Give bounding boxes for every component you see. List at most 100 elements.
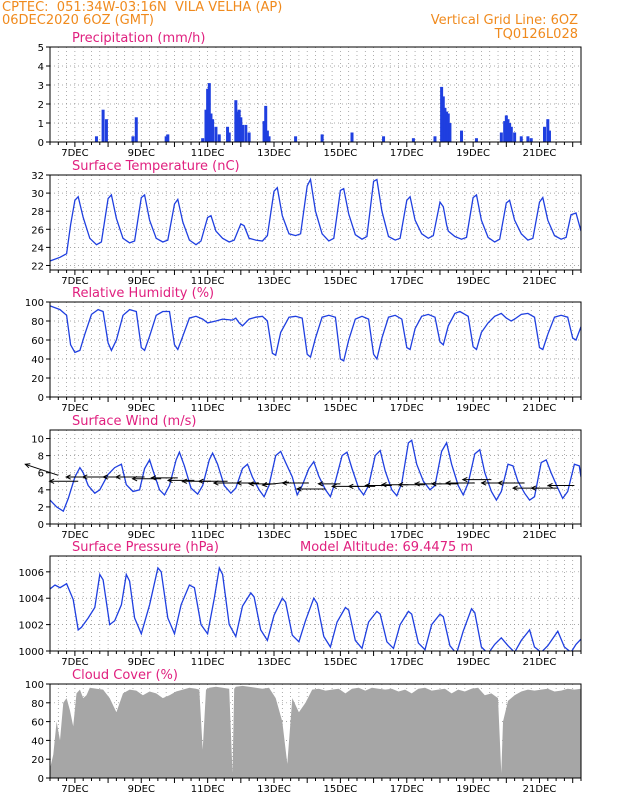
y-tick-label: 2 — [38, 503, 44, 514]
x-tick-label: 11DEC — [191, 148, 225, 159]
precip-bar — [443, 107, 447, 142]
y-tick-label: 100 — [25, 298, 44, 309]
precip-bar — [547, 130, 551, 142]
panel-title: Surface Temperature (nC) — [72, 159, 240, 174]
precip-bar — [214, 126, 218, 142]
x-tick-label: 15DEC — [324, 657, 358, 668]
precip-bar — [244, 124, 248, 142]
x-tick-label: 13DEC — [257, 657, 291, 668]
y-tick-label: 1000 — [19, 647, 44, 658]
header-location: CPTEC: 051:34W-03:16N VILA VELHA (AP) — [2, 0, 283, 15]
precip-bar — [441, 96, 445, 142]
pressure-series-line — [50, 565, 581, 651]
precip-bar — [217, 134, 221, 142]
wind-vector-head — [364, 482, 371, 489]
precip-bar — [209, 113, 213, 142]
rh-series-line — [50, 305, 581, 362]
panel-title: Relative Humidity (%) — [72, 286, 214, 301]
precip-bar — [101, 109, 105, 142]
y-tick-label: 4 — [38, 486, 44, 497]
x-tick-label: 15DEC — [324, 403, 358, 414]
wind-vector-head — [397, 482, 404, 488]
wind-vector-head — [331, 483, 337, 490]
precip-bar — [240, 124, 244, 142]
precip-bar — [506, 119, 510, 142]
precip-bar — [499, 132, 503, 142]
wind-vector-head — [281, 480, 288, 486]
wind-vector-head — [261, 481, 268, 488]
x-tick-label: 21DEC — [523, 148, 557, 159]
y-tick-label: 80 — [31, 699, 44, 710]
y-tick-label: 60 — [31, 336, 44, 347]
precip-bar — [94, 136, 98, 142]
precip-bar — [247, 132, 251, 142]
x-tick-label: 9DEC — [128, 148, 155, 159]
x-tick-label: 7DEC — [61, 148, 88, 159]
precip-bar — [519, 136, 523, 142]
y-tick-label: 28 — [31, 207, 44, 218]
precip-bar — [474, 138, 478, 142]
wind-vector — [25, 463, 59, 476]
precip-bar — [236, 111, 240, 142]
precip-bar — [239, 117, 243, 142]
x-tick-label: 9DEC — [128, 530, 155, 541]
precip-bar — [503, 121, 507, 142]
panel-title: Cloud Cover (%) — [72, 668, 178, 683]
wind-series-line — [50, 439, 581, 513]
panel-subtitle: Model Altitude: 69.4475 m — [300, 540, 473, 555]
precip-bar — [265, 130, 269, 142]
wind-vector-head — [317, 481, 324, 487]
x-tick-label: 7DEC — [61, 276, 88, 287]
precip-bar — [206, 88, 210, 142]
y-tick-label: 20 — [31, 374, 44, 385]
y-tick-label: 4 — [38, 62, 44, 73]
precip-bar — [411, 138, 415, 142]
precip-bar — [166, 134, 170, 142]
precip-bar — [226, 126, 230, 142]
y-tick-label: 1004 — [19, 594, 44, 605]
y-tick-label: 40 — [31, 736, 44, 747]
precip-bar — [320, 134, 324, 142]
panel-wind: Surface Wind (m/s) 0 2 4 6 8 10 7DEC 9DEC 11DEC 13… — [24, 414, 582, 541]
wind-vector-head — [81, 474, 88, 480]
x-tick-label: 17DEC — [390, 403, 424, 414]
y-tick-label: 0 — [38, 520, 44, 531]
y-tick-label: 80 — [31, 317, 44, 328]
wind-vector-head — [24, 463, 31, 469]
precip-bar — [234, 100, 238, 142]
wind-vector-head — [131, 476, 138, 482]
precip-bar — [445, 111, 449, 142]
y-tick-label: 0 — [38, 774, 44, 785]
panel-cloud: Cloud Cover (%) 0 20 40 60 80 100 7DEC 9DEC 11DEC… — [25, 668, 582, 795]
y-tick-label: 32 — [31, 171, 44, 182]
precip-bar — [529, 138, 533, 142]
wind-vector-head — [430, 481, 437, 487]
wind-vector-head — [414, 481, 420, 487]
x-tick-label: 19DEC — [456, 657, 490, 668]
precip-bar — [262, 121, 266, 142]
x-tick-label: 11DEC — [191, 657, 225, 668]
precip-bar — [164, 136, 168, 142]
precip-bar — [546, 119, 550, 142]
y-tick-label: 10 — [31, 435, 44, 446]
x-tick-label: 13DEC — [257, 148, 291, 159]
x-tick-label: 19DEC — [456, 148, 490, 159]
panel-temp: Surface Temperature (nC) 22 24 26 28 30 32 7DEC… — [31, 159, 582, 287]
y-tick-label: 0 — [38, 393, 44, 404]
x-tick-label: 17DEC — [390, 276, 424, 287]
precip-bar — [294, 136, 298, 142]
x-tick-label: 21DEC — [523, 403, 557, 414]
y-tick-label: 1 — [38, 119, 44, 130]
precip-bar — [433, 136, 437, 142]
x-tick-label: 17DEC — [390, 530, 424, 541]
y-tick-label: 5 — [38, 43, 44, 54]
x-tick-label: 21DEC — [523, 530, 557, 541]
x-tick-label: 9DEC — [128, 657, 155, 668]
wind-vector-head — [461, 476, 468, 483]
y-tick-label: 1006 — [19, 568, 44, 579]
panel-title: Surface Wind (m/s) — [72, 414, 196, 429]
y-tick-label: 26 — [31, 225, 44, 236]
header-grid-note: Vertical Grid Line: 6OZ — [430, 13, 578, 28]
x-tick-label: 19DEC — [456, 784, 490, 795]
